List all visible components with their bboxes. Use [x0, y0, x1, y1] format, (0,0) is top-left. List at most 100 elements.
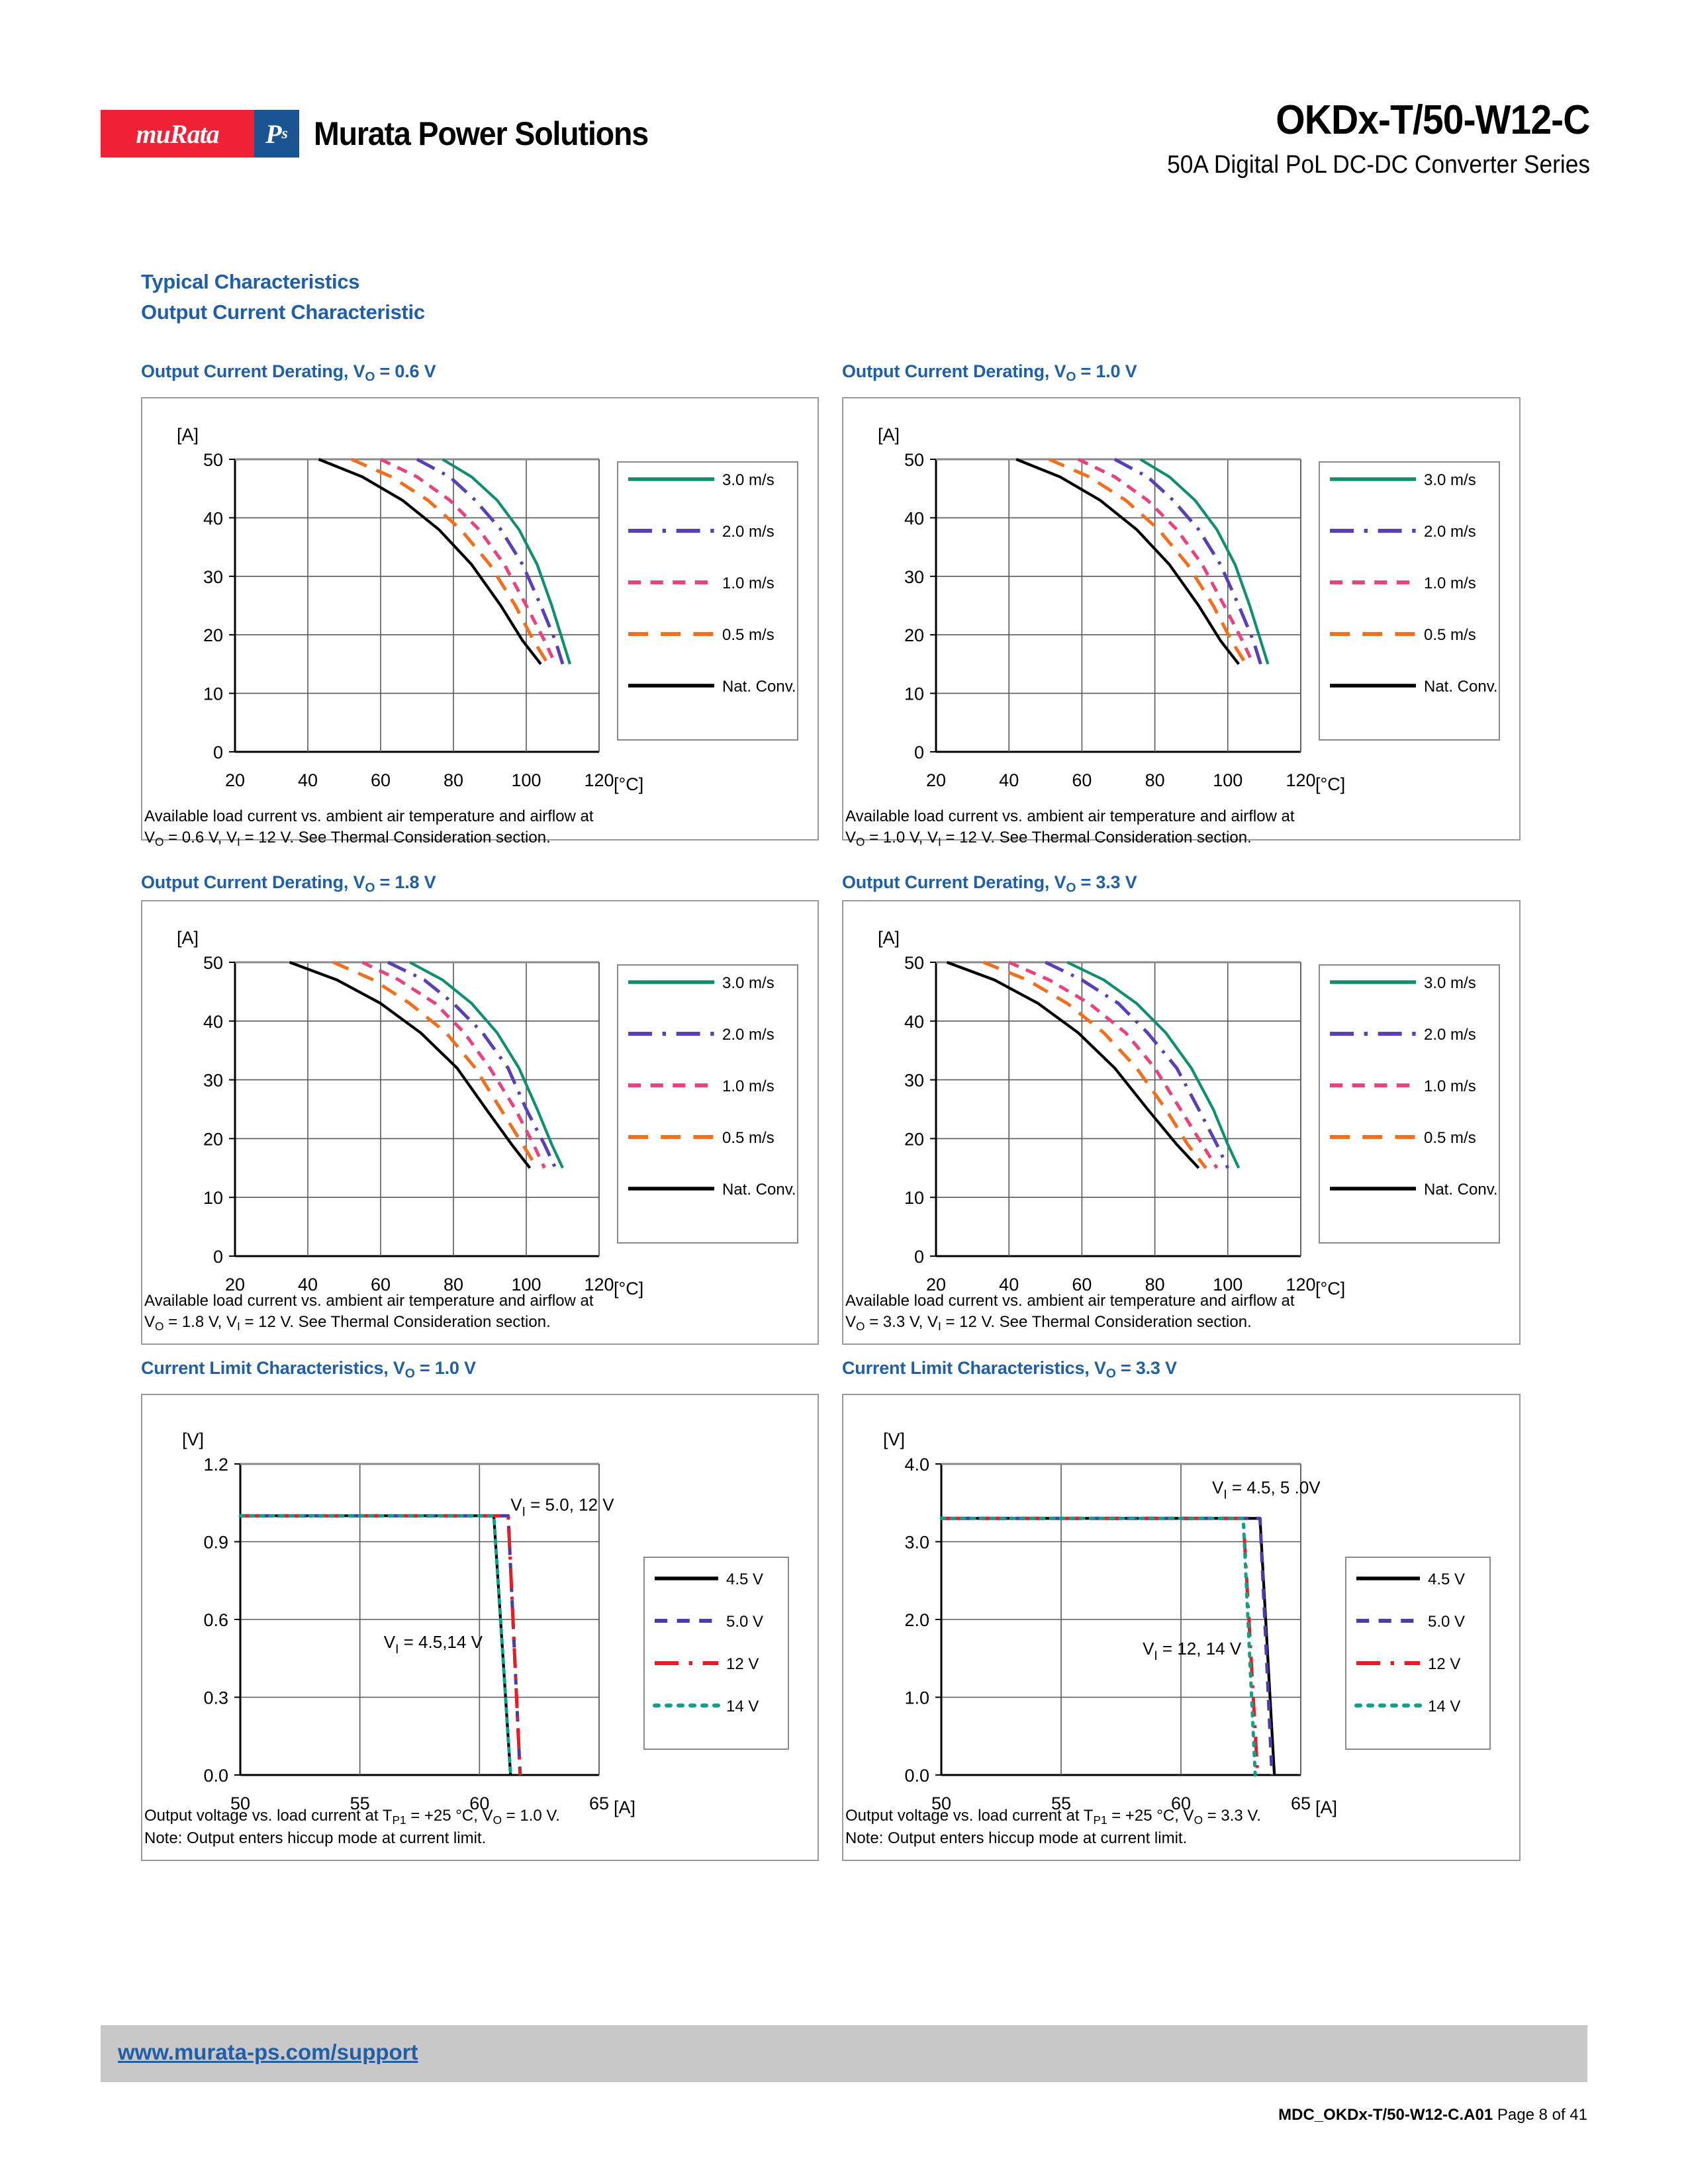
heading-subscript: O — [365, 880, 375, 895]
y-axis-unit-label: [V] — [883, 1430, 905, 1449]
legend-label: 1.0 m/s — [1424, 1077, 1476, 1095]
caption-line: Available load current vs. ambient air t… — [144, 1292, 594, 1310]
y-tick-label: 0.0 — [203, 1766, 228, 1786]
x-tick-label: 80 — [1145, 770, 1165, 790]
legend-label: 1.0 m/s — [1424, 574, 1476, 592]
chart-svg-derating-1p0: [A] [°C] 0 10 20 30 40 50 20 40 60 80 100 120 3.0 m/s 2… — [878, 425, 1500, 794]
y-axis-unit-label: [A] — [878, 425, 900, 445]
page-number: Page 8 of 41 — [1497, 2106, 1587, 2124]
y-tick-label: 40 — [904, 1012, 924, 1032]
series-line-1-0-m-s — [1008, 960, 1219, 1169]
x-tick-label: 55 — [1051, 1794, 1071, 1813]
series-line-nat-conv- — [1015, 458, 1240, 665]
series-line-2-0-m-s — [387, 960, 557, 1169]
legend-label: 2.0 m/s — [1424, 1026, 1476, 1044]
x-tick-label: 60 — [1072, 1275, 1092, 1295]
series-line-14-v — [238, 1514, 512, 1777]
section-heading-line1: Typical Characteristics — [141, 270, 360, 293]
support-link[interactable]: www.murata-ps.com/support — [118, 2040, 418, 2064]
legend-label: Nat. Conv. — [722, 1181, 796, 1199]
x-tick-label: 60 — [1171, 1794, 1191, 1813]
cap-t: V — [845, 828, 857, 846]
series-line-nat-conv- — [289, 961, 532, 1169]
chart-heading-limit-3p3: Current Limit Characteristics, VO = 3.3 … — [842, 1358, 1177, 1381]
cap-sub: P1 — [1093, 1813, 1107, 1827]
y-tick-label: 50 — [904, 953, 924, 973]
legend-label: 0.5 m/s — [722, 626, 774, 644]
x-tick-label: 40 — [999, 770, 1019, 790]
caption-line: Output voltage vs. load current at TP1 =… — [845, 1805, 1261, 1828]
x-axis-unit-label: [A] — [1315, 1797, 1337, 1817]
legend-label: 2.0 m/s — [722, 523, 774, 541]
chart-panel-derating-1p8: [A] [°C] 0 10 20 30 40 50 20 40 60 80 100 120 3.0 m/s 2… — [141, 900, 819, 1345]
x-tick-label: 55 — [350, 1794, 370, 1813]
heading-suffix: = 0.6 V — [375, 361, 436, 381]
x-tick-label: 120 — [1286, 1275, 1315, 1295]
x-tick-label: 100 — [1213, 770, 1243, 790]
x-tick-label: 120 — [584, 1275, 614, 1295]
caption-line: Available load current vs. ambient air t… — [845, 1292, 1295, 1310]
footer-bar — [101, 2025, 1587, 2082]
series-line-2-0-m-s — [1045, 960, 1230, 1169]
series-line-1-0-m-s — [361, 960, 546, 1169]
plot-annotation: VI = 12, 14 V — [1143, 1639, 1242, 1663]
y-tick-label: 0.3 — [203, 1688, 228, 1708]
x-tick-label: 100 — [1213, 1275, 1243, 1295]
x-tick-label: 60 — [371, 770, 391, 790]
cap-t: = 12 V. See Thermal Consideration sectio… — [941, 1312, 1252, 1331]
legend-label: 12 V — [726, 1655, 759, 1673]
y-tick-label: 1.0 — [904, 1688, 929, 1708]
chart-heading-limit-1p0: Current Limit Characteristics, VO = 1.0 … — [141, 1358, 476, 1381]
svg-text:VI = 5.0, 12 V: VI = 5.0, 12 V — [510, 1495, 614, 1520]
legend-label: Nat. Conv. — [1424, 678, 1498, 696]
legend-label: 2.0 m/s — [1424, 523, 1476, 541]
plot-annotation: VI = 5.0, 12 V — [510, 1495, 614, 1520]
chart-svg-derating-0p6: [A] [°C] 0 10 20 30 40 50 20 40 60 80 100 120 3.0 m/s 2… — [177, 425, 798, 794]
section-heading-line2: Output Current Characteristic — [141, 300, 425, 324]
y-tick-label: 20 — [203, 625, 223, 645]
cap-t: V — [144, 828, 156, 846]
legend-label: 0.5 m/s — [1424, 626, 1476, 644]
heading-text: Output Current Derating, V — [141, 872, 365, 892]
y-tick-label: 0.6 — [203, 1610, 228, 1630]
series-line-0-5-m-s — [350, 457, 550, 665]
y-tick-label: 3.0 — [904, 1533, 929, 1553]
heading-subscript: O — [404, 1366, 415, 1381]
chart-legend — [617, 964, 798, 1244]
x-tick-label: 20 — [926, 1275, 946, 1295]
legend-label: 2.0 m/s — [722, 1026, 774, 1044]
cap-sub: P1 — [392, 1813, 406, 1827]
y-tick-label: 2.0 — [904, 1610, 929, 1630]
x-tick-label: 20 — [225, 770, 245, 790]
y-tick-label: 10 — [203, 684, 223, 704]
heading-suffix: = 1.0 V — [414, 1358, 476, 1378]
legend-label: 1.0 m/s — [722, 574, 774, 592]
legend-label: 0.5 m/s — [722, 1129, 774, 1147]
legend-label: 14 V — [726, 1698, 759, 1715]
cap-t: = +25 °C, V — [1107, 1807, 1194, 1825]
cap-t: = 3.3 V, V — [865, 1312, 938, 1331]
svg-text:VI = 4.5, 5 .0V: VI = 4.5, 5 .0V — [1212, 1478, 1321, 1502]
svg-text:VI = 12, 14 V: VI = 12, 14 V — [1143, 1639, 1242, 1663]
cap-t: = 12 V. See Thermal Consideration sectio… — [240, 828, 551, 846]
x-tick-label: 40 — [298, 1275, 318, 1295]
cap-sub: O — [492, 1813, 502, 1827]
legend-label: Nat. Conv. — [722, 678, 796, 696]
caption-limit-3p3: Output voltage vs. load current at TP1 =… — [845, 1805, 1261, 1849]
series-line-14-v — [939, 1516, 1257, 1777]
chart-heading-derating-1p8: Output Current Derating, VO = 1.8 V — [141, 872, 436, 895]
legend-label: 4.5 V — [1428, 1570, 1465, 1588]
caption-limit-1p0: Output voltage vs. load current at TP1 =… — [144, 1805, 560, 1849]
caption-line: Available load current vs. ambient air t… — [144, 807, 594, 825]
y-tick-label: 30 — [904, 567, 924, 587]
plot-annotation: VI = 4.5,14 V — [384, 1632, 483, 1657]
chart-heading-derating-3p3: Output Current Derating, VO = 3.3 V — [842, 872, 1137, 895]
y-tick-label: 0 — [213, 743, 223, 762]
y-tick-label: 40 — [904, 508, 924, 528]
x-tick-label: 20 — [926, 770, 946, 790]
series-line-5-0-v — [240, 1514, 522, 1776]
y-tick-label: 50 — [904, 450, 924, 470]
chart-panel-derating-3p3: [A] [°C] 0 10 20 30 40 50 20 40 60 80 100 120 3.0 m/s 2… — [842, 900, 1521, 1345]
